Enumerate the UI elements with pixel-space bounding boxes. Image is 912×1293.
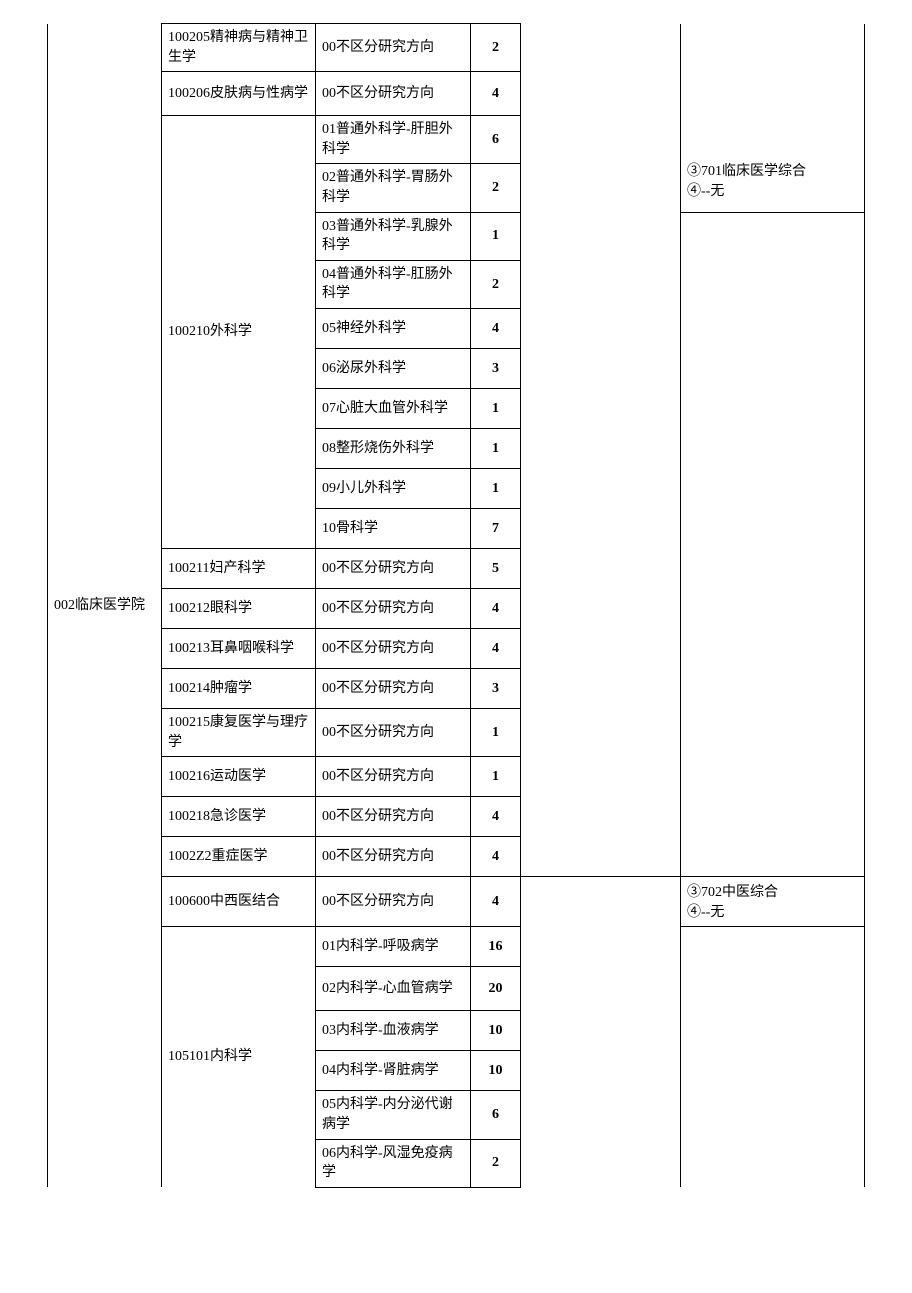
major-cell: 100212眼科学 [162, 588, 316, 628]
major-cell: 105101内科学 [162, 927, 316, 1187]
num-cell: 4 [471, 72, 521, 116]
num-cell: 16 [471, 927, 521, 967]
note-cell-empty [681, 927, 865, 1187]
dir-cell: 00不区分研究方向 [316, 877, 471, 927]
blank-cell [521, 24, 681, 877]
num-cell: 10 [471, 1051, 521, 1091]
num-cell: 2 [471, 1139, 521, 1187]
num-cell: 4 [471, 837, 521, 877]
dir-cell: 04普通外科学-肛肠外科学 [316, 260, 471, 308]
dir-cell: 03内科学-血液病学 [316, 1011, 471, 1051]
num-cell: 1 [471, 388, 521, 428]
num-cell: 2 [471, 260, 521, 308]
dir-cell: 00不区分研究方向 [316, 628, 471, 668]
blank-cell [521, 877, 681, 1188]
major-cell: 100216运动医学 [162, 757, 316, 797]
dir-cell: 00不区分研究方向 [316, 797, 471, 837]
num-cell: 10 [471, 1011, 521, 1051]
major-cell: 100206皮肤病与性病学 [162, 72, 316, 116]
major-cell: 100215康复医学与理疗学 [162, 708, 316, 756]
dir-cell: 07心脏大血管外科学 [316, 388, 471, 428]
page-container: 002临床医学院 100205精神病与精神卫生学 00不区分研究方向 2 ③70… [0, 0, 912, 1293]
num-cell: 1 [471, 212, 521, 260]
dir-cell: 02普通外科学-胃肠外科学 [316, 164, 471, 212]
num-cell: 1 [471, 428, 521, 468]
dir-cell: 01内科学-呼吸病学 [316, 927, 471, 967]
dir-cell: 06泌尿外科学 [316, 348, 471, 388]
dir-cell: 00不区分研究方向 [316, 24, 471, 72]
dir-cell: 06内科学-风湿免疫病学 [316, 1139, 471, 1187]
num-cell: 20 [471, 967, 521, 1011]
dir-cell: 09小儿外科学 [316, 468, 471, 508]
catalog-table: 002临床医学院 100205精神病与精神卫生学 00不区分研究方向 2 ③70… [47, 23, 865, 1188]
dir-cell: 00不区分研究方向 [316, 708, 471, 756]
major-cell: 100214肿瘤学 [162, 668, 316, 708]
major-cell: 100211妇产科学 [162, 548, 316, 588]
num-cell: 7 [471, 508, 521, 548]
num-cell: 2 [471, 24, 521, 72]
dir-cell: 10骨科学 [316, 508, 471, 548]
major-cell: 100205精神病与精神卫生学 [162, 24, 316, 72]
major-cell: 1002Z2重症医学 [162, 837, 316, 877]
note-cell: ③702中医综合 ④--无 [681, 877, 865, 927]
major-cell: 100218急诊医学 [162, 797, 316, 837]
num-cell: 3 [471, 348, 521, 388]
dir-cell: 05内科学-内分泌代谢病学 [316, 1091, 471, 1139]
dir-cell: 05神经外科学 [316, 308, 471, 348]
num-cell: 1 [471, 757, 521, 797]
num-cell: 4 [471, 588, 521, 628]
dir-cell: 00不区分研究方向 [316, 72, 471, 116]
num-cell: 6 [471, 1091, 521, 1139]
num-cell: 2 [471, 164, 521, 212]
dir-cell: 00不区分研究方向 [316, 668, 471, 708]
dir-cell: 08整形烧伤外科学 [316, 428, 471, 468]
dept-cell: 002临床医学院 [48, 24, 162, 1188]
num-cell: 4 [471, 308, 521, 348]
dir-cell: 03普通外科学-乳腺外科学 [316, 212, 471, 260]
num-cell: 4 [471, 797, 521, 837]
dir-cell: 02内科学-心血管病学 [316, 967, 471, 1011]
major-cell: 100213耳鼻咽喉科学 [162, 628, 316, 668]
num-cell: 6 [471, 116, 521, 164]
note-cell-empty [681, 212, 865, 877]
dir-cell: 00不区分研究方向 [316, 548, 471, 588]
dir-cell: 00不区分研究方向 [316, 757, 471, 797]
num-cell: 3 [471, 668, 521, 708]
note-cell: ③701临床医学综合 ④--无 [681, 24, 865, 213]
dir-cell: 04内科学-肾脏病学 [316, 1051, 471, 1091]
dir-cell: 01普通外科学-肝胆外科学 [316, 116, 471, 164]
num-cell: 5 [471, 548, 521, 588]
major-cell: 100600中西医结合 [162, 877, 316, 927]
dir-cell: 00不区分研究方向 [316, 588, 471, 628]
num-cell: 4 [471, 877, 521, 927]
num-cell: 1 [471, 468, 521, 508]
num-cell: 1 [471, 708, 521, 756]
dir-cell: 00不区分研究方向 [316, 837, 471, 877]
major-cell: 100210外科学 [162, 116, 316, 549]
num-cell: 4 [471, 628, 521, 668]
